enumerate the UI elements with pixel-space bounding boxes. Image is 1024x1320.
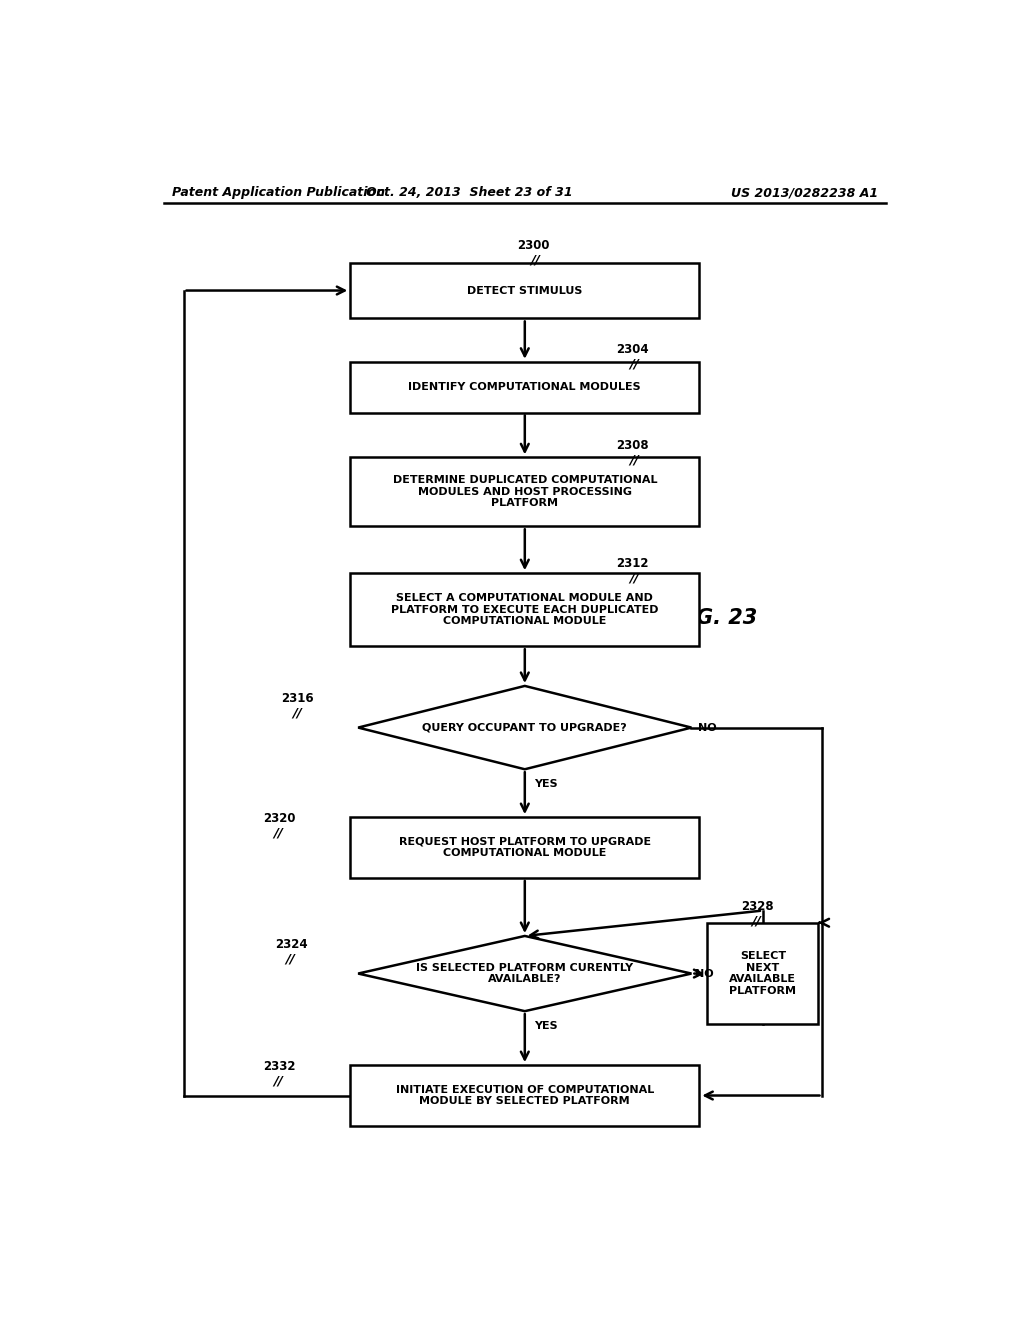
Text: //: // bbox=[630, 572, 639, 585]
Text: NO: NO bbox=[695, 969, 714, 978]
FancyBboxPatch shape bbox=[350, 817, 699, 878]
Text: 2300: 2300 bbox=[517, 239, 549, 252]
FancyBboxPatch shape bbox=[350, 457, 699, 527]
Text: //: // bbox=[292, 706, 302, 719]
FancyBboxPatch shape bbox=[350, 362, 699, 412]
Polygon shape bbox=[358, 936, 691, 1011]
Text: DETECT STIMULUS: DETECT STIMULUS bbox=[467, 285, 583, 296]
FancyBboxPatch shape bbox=[350, 263, 699, 318]
Polygon shape bbox=[358, 686, 691, 770]
Text: 2312: 2312 bbox=[616, 557, 648, 570]
Text: YES: YES bbox=[535, 1022, 558, 1031]
Text: 2332: 2332 bbox=[263, 1060, 295, 1073]
FancyBboxPatch shape bbox=[350, 573, 699, 647]
Text: SELECT
NEXT
AVAILABLE
PLATFORM: SELECT NEXT AVAILABLE PLATFORM bbox=[729, 952, 797, 997]
Text: 2320: 2320 bbox=[263, 812, 295, 825]
Text: INITIATE EXECUTION OF COMPUTATIONAL
MODULE BY SELECTED PLATFORM: INITIATE EXECUTION OF COMPUTATIONAL MODU… bbox=[395, 1085, 654, 1106]
Text: 2304: 2304 bbox=[616, 343, 648, 355]
Text: US 2013/0282238 A1: US 2013/0282238 A1 bbox=[731, 186, 878, 199]
Text: //: // bbox=[630, 454, 639, 467]
Text: //: // bbox=[273, 826, 283, 840]
Text: 2316: 2316 bbox=[282, 692, 313, 705]
Text: //: // bbox=[630, 358, 639, 370]
Text: FIG. 23: FIG. 23 bbox=[674, 607, 757, 628]
Text: SELECT A COMPUTATIONAL MODULE AND
PLATFORM TO EXECUTE EACH DUPLICATED
COMPUTATIO: SELECT A COMPUTATIONAL MODULE AND PLATFO… bbox=[391, 593, 658, 626]
Text: 2308: 2308 bbox=[616, 440, 648, 453]
FancyBboxPatch shape bbox=[708, 923, 818, 1024]
Text: 2324: 2324 bbox=[274, 939, 307, 952]
Text: DETERMINE DUPLICATED COMPUTATIONAL
MODULES AND HOST PROCESSING
PLATFORM: DETERMINE DUPLICATED COMPUTATIONAL MODUL… bbox=[392, 475, 657, 508]
Text: IDENTIFY COMPUTATIONAL MODULES: IDENTIFY COMPUTATIONAL MODULES bbox=[409, 381, 641, 392]
Text: QUERY OCCUPANT TO UPGRADE?: QUERY OCCUPANT TO UPGRADE? bbox=[423, 722, 627, 733]
FancyBboxPatch shape bbox=[350, 1065, 699, 1126]
Text: IS SELECTED PLATFORM CURENTLY
AVAILABLE?: IS SELECTED PLATFORM CURENTLY AVAILABLE? bbox=[416, 962, 634, 985]
Text: YES: YES bbox=[535, 779, 558, 789]
Text: REQUEST HOST PLATFORM TO UPGRADE
COMPUTATIONAL MODULE: REQUEST HOST PLATFORM TO UPGRADE COMPUTA… bbox=[398, 837, 651, 858]
Text: 2328: 2328 bbox=[741, 899, 774, 912]
Text: //: // bbox=[530, 253, 540, 267]
Text: Oct. 24, 2013  Sheet 23 of 31: Oct. 24, 2013 Sheet 23 of 31 bbox=[366, 186, 572, 199]
Text: //: // bbox=[752, 915, 762, 927]
Text: //: // bbox=[285, 953, 295, 966]
Text: Patent Application Publication: Patent Application Publication bbox=[172, 186, 385, 199]
Text: NO: NO bbox=[697, 722, 717, 733]
Text: //: // bbox=[273, 1074, 283, 1088]
